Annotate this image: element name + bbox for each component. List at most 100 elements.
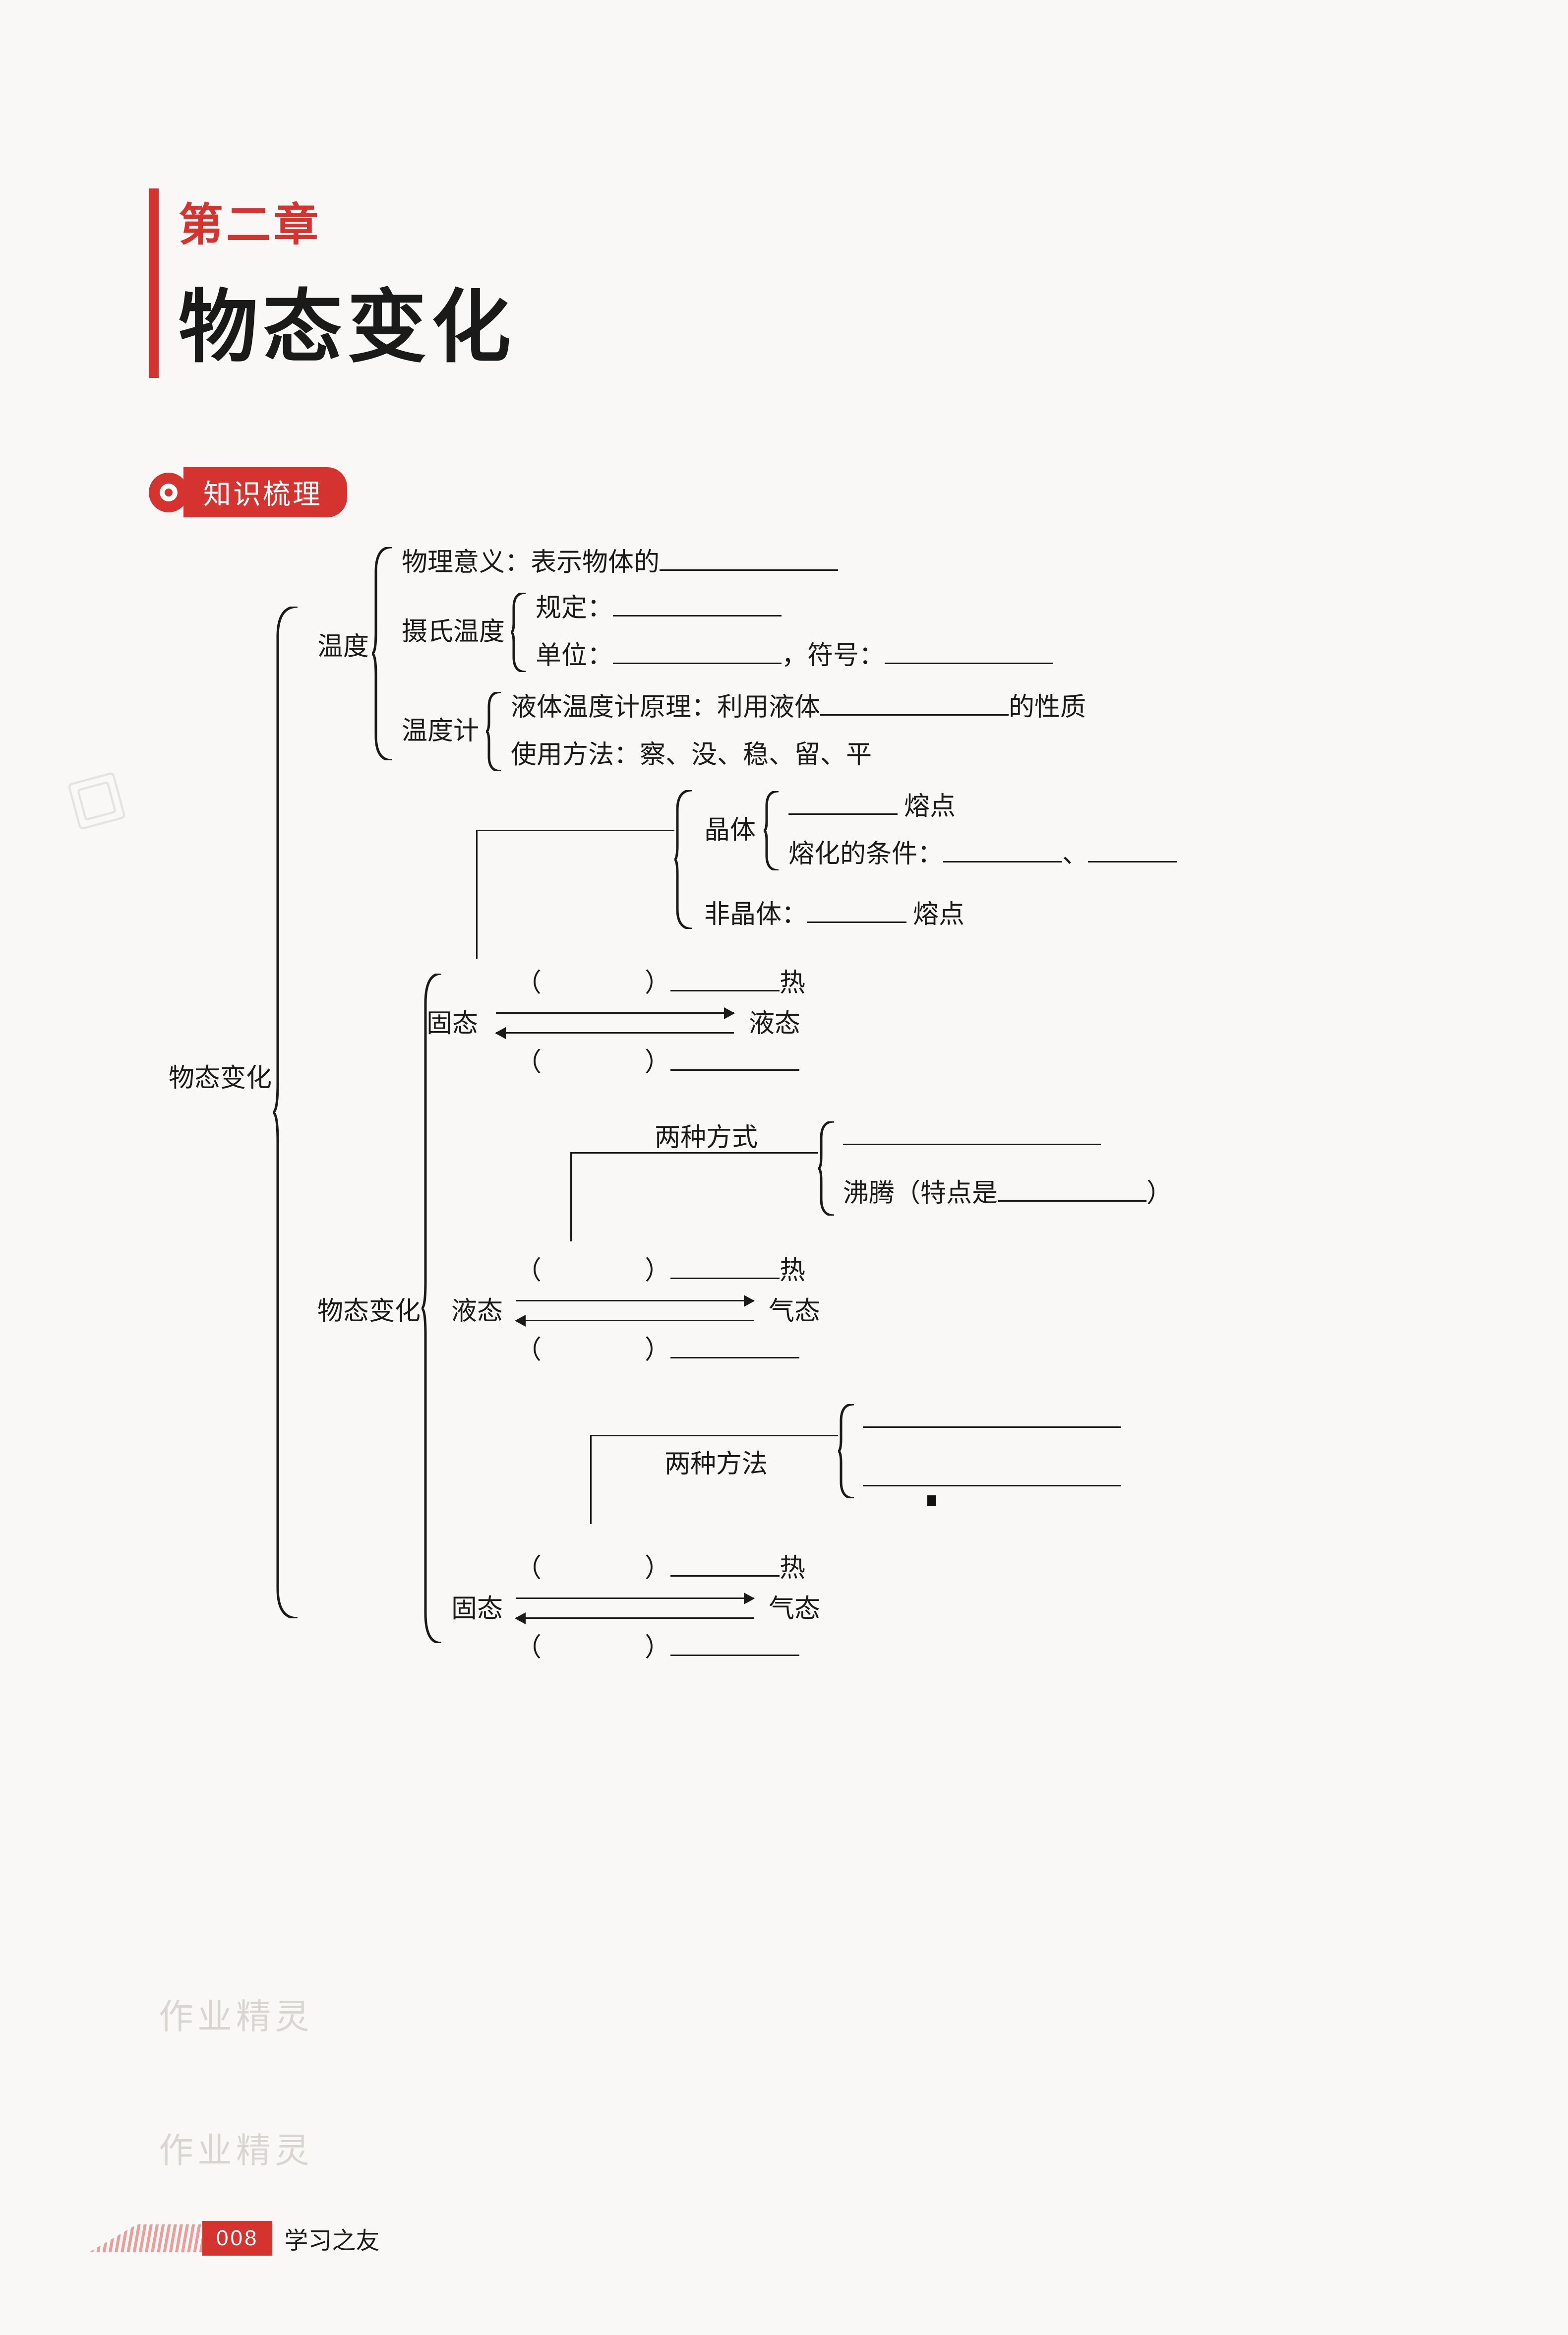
t3-heat1: 热 bbox=[780, 1554, 805, 1583]
chapter-title: 物态变化 bbox=[179, 263, 1419, 378]
t2-right: 气态 bbox=[769, 1291, 820, 1332]
t3-bot-paren: （ ） bbox=[516, 1627, 799, 1668]
celsius-rule: 规定： bbox=[536, 594, 613, 622]
temperature-brace bbox=[372, 547, 397, 760]
t3-right: 气态 bbox=[769, 1589, 820, 1630]
t2-arrow-left bbox=[516, 1320, 754, 1321]
watermark-2: 作业精灵 bbox=[159, 2123, 313, 2173]
evap-boil-blank[interactable] bbox=[998, 1197, 1146, 1202]
evap-two-ways: 两种方式 bbox=[655, 1117, 758, 1159]
inner-brace bbox=[422, 974, 446, 1643]
noncrystal-line: 非晶体： 熔点 bbox=[704, 894, 965, 935]
methods-label: 两种方法 bbox=[664, 1444, 768, 1485]
chapter-header: 第二章 物态变化 bbox=[149, 188, 1419, 378]
thermo-principle-blank[interactable] bbox=[820, 711, 1009, 716]
t1-right: 液态 bbox=[749, 1003, 800, 1045]
evap-top-blank[interactable] bbox=[843, 1140, 1101, 1145]
celsius-rule-line: 规定： bbox=[536, 588, 782, 629]
celsius-unit-blank[interactable] bbox=[613, 659, 782, 664]
crystal-node: 晶体 bbox=[704, 810, 756, 851]
t3-arrow-left bbox=[516, 1617, 754, 1619]
evap-vline bbox=[570, 1152, 572, 1241]
thermo-principle-prefix: 液体温度计原理：利用液体 bbox=[511, 693, 820, 722]
thermometer-brace bbox=[486, 692, 506, 771]
t2-heat1: 热 bbox=[780, 1257, 805, 1285]
crystal-cond-blank2[interactable] bbox=[1088, 858, 1177, 862]
evap-boil-line: 沸腾（特点是 ） bbox=[843, 1173, 1172, 1214]
celsius-symbol: ，符号： bbox=[782, 642, 885, 670]
root-brace bbox=[273, 607, 302, 1618]
t1-arrow-left bbox=[496, 1032, 734, 1034]
t2-top-blank[interactable] bbox=[670, 1274, 780, 1279]
crystal-hline bbox=[476, 830, 674, 831]
methods-blank1 bbox=[863, 1399, 1121, 1440]
methods-blank2 bbox=[863, 1458, 1121, 1499]
t3-arrow-right bbox=[516, 1598, 754, 1599]
t3-bot-blank[interactable] bbox=[670, 1651, 799, 1656]
t3-left: 固态 bbox=[451, 1589, 503, 1630]
crystal-vline bbox=[476, 830, 478, 959]
meaning-blank[interactable] bbox=[660, 566, 838, 571]
t1-top-blank[interactable] bbox=[670, 986, 780, 991]
evap-blank-top bbox=[843, 1116, 1101, 1158]
noncrystal-suffix: 熔点 bbox=[913, 901, 965, 929]
section-badge-text: 知识梳理 bbox=[183, 467, 347, 517]
crystal-line1-suffix: 熔点 bbox=[904, 793, 956, 821]
inner-root: 物态变化 bbox=[317, 1291, 421, 1332]
footer-label: 学习之友 bbox=[284, 2221, 379, 2256]
celsius-unit: 单位： bbox=[536, 642, 613, 670]
page-number: 008 bbox=[202, 2221, 272, 2256]
celsius-unit-line: 单位： ，符号： bbox=[536, 635, 1053, 676]
page-footer: 008 学习之友 bbox=[89, 2221, 379, 2256]
section-badge: 知识梳理 bbox=[149, 467, 347, 517]
crystal-separator: 、 bbox=[1062, 840, 1088, 868]
evap-boil-prefix: 沸腾（特点是 bbox=[843, 1179, 998, 1208]
meaning-prefix: 物理意义：表示物体的 bbox=[402, 549, 660, 577]
t1-top-paren: （ ）热 bbox=[516, 963, 805, 1004]
footer-decoration bbox=[89, 2224, 208, 2252]
celsius-brace bbox=[511, 593, 531, 672]
celsius-rule-blank[interactable] bbox=[613, 612, 782, 616]
noncrystal-label: 非晶体： bbox=[704, 901, 807, 929]
noncrystal-blank[interactable] bbox=[807, 918, 906, 923]
methods-brace bbox=[838, 1404, 859, 1498]
watermark-1: 作业精灵 bbox=[159, 1989, 313, 2039]
celsius-symbol-blank[interactable] bbox=[885, 659, 1053, 664]
evap-brace bbox=[818, 1121, 839, 1216]
t2-left: 液态 bbox=[451, 1291, 503, 1332]
t2-bot-blank[interactable] bbox=[670, 1353, 799, 1358]
temperature-node: 温度 bbox=[317, 626, 369, 668]
thermo-principle-suffix: 的性质 bbox=[1009, 693, 1086, 722]
crystal-line1: 熔点 bbox=[788, 786, 956, 827]
crystal-line2: 熔化的条件： 、 bbox=[788, 834, 1177, 875]
t1-heat1: 热 bbox=[780, 969, 805, 997]
crystal-line2-prefix: 熔化的条件： bbox=[788, 840, 943, 868]
t1-bot-paren: （ ） bbox=[516, 1042, 799, 1083]
methods-vline bbox=[590, 1435, 592, 1524]
t3-top-paren: （ ）热 bbox=[516, 1548, 805, 1589]
chapter-label: 第二章 bbox=[179, 188, 1419, 253]
target-icon bbox=[149, 473, 188, 512]
evap-boil-suffix: ） bbox=[1146, 1179, 1172, 1208]
t3-top-blank[interactable] bbox=[670, 1572, 780, 1577]
celsius-node: 摄氏温度 bbox=[402, 612, 505, 653]
crystal-cond-blank1[interactable] bbox=[943, 858, 1062, 862]
methods-bot-blank[interactable] bbox=[863, 1481, 1121, 1486]
methods-hline bbox=[590, 1435, 838, 1436]
t2-top-paren: （ ）热 bbox=[516, 1250, 805, 1291]
t1-arrow-right bbox=[496, 1012, 734, 1014]
crystal-brace bbox=[674, 790, 697, 929]
thermometer-node: 温度计 bbox=[402, 711, 479, 752]
t2-bot-paren: （ ） bbox=[516, 1330, 799, 1371]
crystal-blank1[interactable] bbox=[788, 810, 898, 815]
thermo-usage-line: 使用方法：察、没、稳、留、平 bbox=[511, 735, 872, 776]
ink-speck bbox=[927, 1495, 936, 1506]
root-node: 物态变化 bbox=[169, 1058, 272, 1099]
thermo-principle-line: 液体温度计原理：利用液体 的性质 bbox=[511, 687, 1086, 728]
t1-bot-blank[interactable] bbox=[670, 1066, 799, 1071]
meaning-line: 物理意义：表示物体的 bbox=[402, 542, 838, 583]
crystal-inner-brace bbox=[764, 791, 784, 870]
stamp-watermark bbox=[63, 768, 130, 835]
methods-top-blank[interactable] bbox=[863, 1423, 1121, 1428]
t2-arrow-right bbox=[516, 1300, 754, 1301]
